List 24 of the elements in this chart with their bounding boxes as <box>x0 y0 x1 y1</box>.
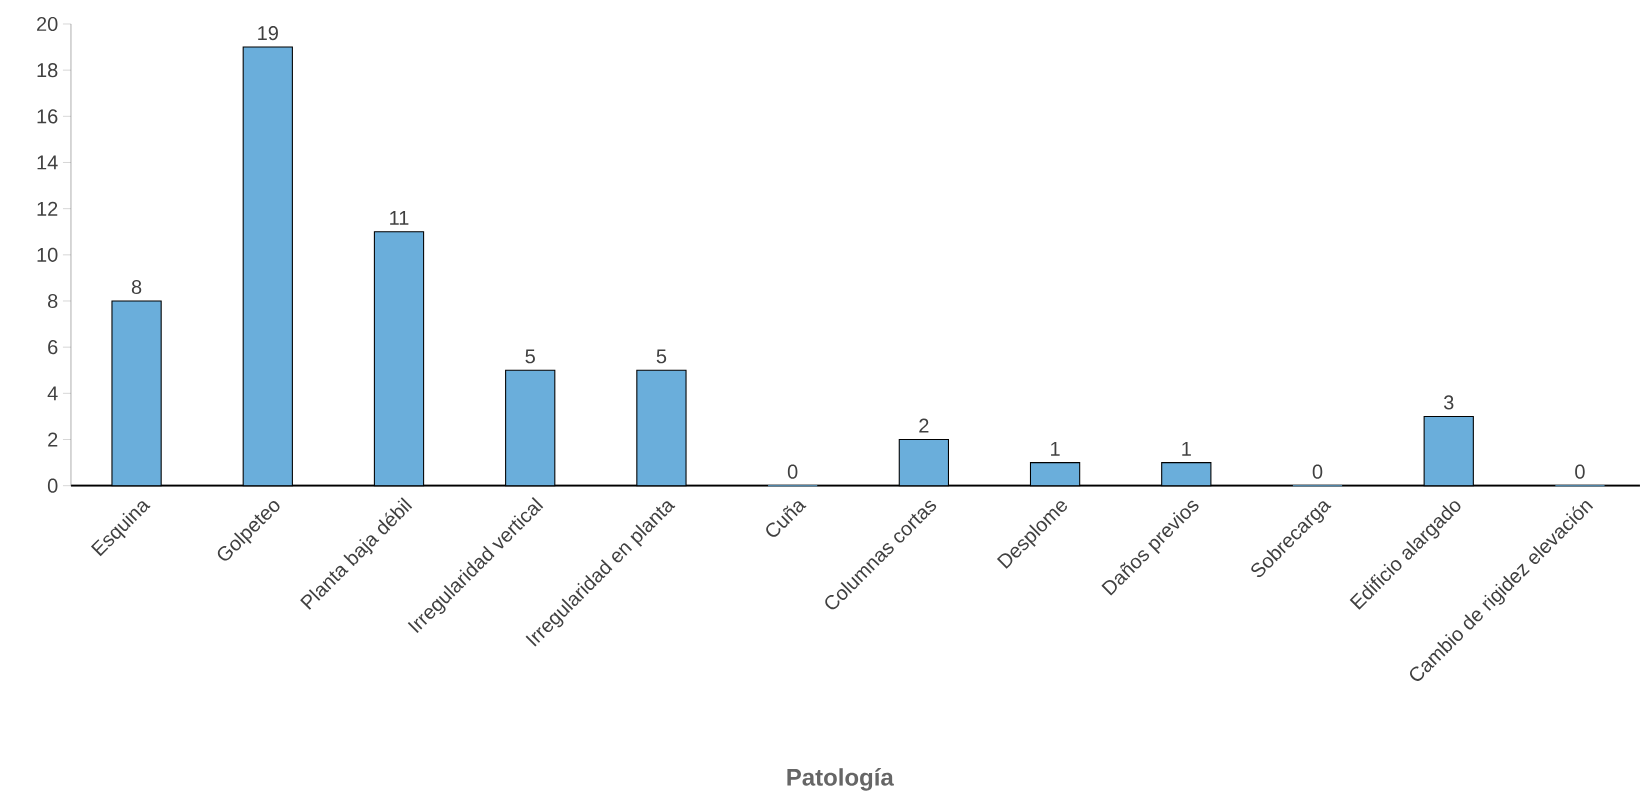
y-tick-label: 2 <box>48 432 58 447</box>
data-label: 8 <box>131 279 142 294</box>
y-tick-label: 14 <box>37 155 58 170</box>
y-tick-label: 4 <box>47 386 58 400</box>
y-tick-label: 6 <box>48 339 58 354</box>
y-tick-label: 10 <box>37 247 58 262</box>
data-label: 19 <box>258 25 278 40</box>
data-label: 5 <box>525 349 535 364</box>
y-tick-label: 20 <box>37 16 58 31</box>
data-label: 1 <box>1051 441 1060 456</box>
data-label: 3 <box>1443 395 1454 410</box>
data-label: 5 <box>656 349 667 364</box>
data-label: 2 <box>919 418 929 433</box>
data-label: 0 <box>787 464 798 479</box>
data-label: 0 <box>1575 464 1585 479</box>
data-label: 1 <box>1182 441 1191 456</box>
y-tick-label: 8 <box>48 293 58 308</box>
y-tick-label: 12 <box>37 201 58 216</box>
y-tick-label: 16 <box>37 109 58 124</box>
y-tick-label: 18 <box>37 62 58 77</box>
data-label: 11 <box>390 210 409 225</box>
y-tick-label: 0 <box>47 478 58 493</box>
x-axis-title: Patología <box>787 767 894 791</box>
data-label: 0 <box>1312 464 1323 479</box>
